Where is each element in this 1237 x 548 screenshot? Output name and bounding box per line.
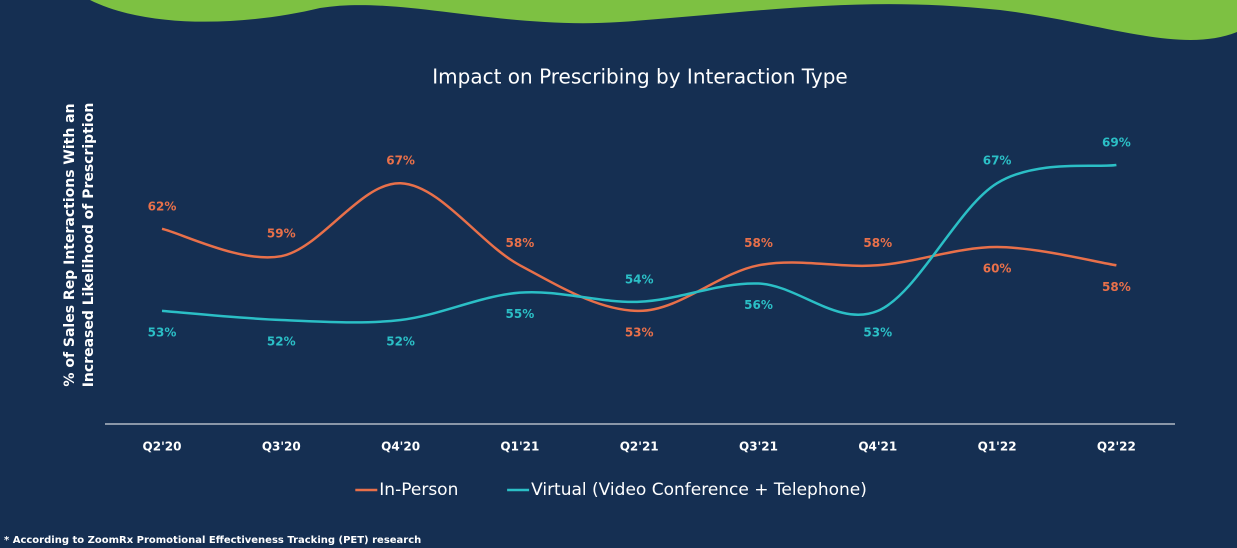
series-line (161, 163, 1117, 324)
value-label: 55% (506, 307, 535, 321)
value-label: 56% (744, 298, 773, 312)
value-label: 62% (148, 199, 177, 213)
x-tick-label: Q1'21 (500, 440, 539, 454)
value-label: 58% (506, 236, 535, 250)
legend-label: In-Person (379, 480, 458, 500)
x-tick-label: Q3'20 (262, 440, 301, 454)
value-label: 58% (1102, 280, 1131, 294)
y-axis-label: % of Sales Rep Interactions With an (62, 103, 78, 386)
x-tick-label: Q2'21 (620, 440, 659, 454)
value-label: 53% (148, 325, 177, 339)
value-label: 53% (625, 325, 654, 339)
x-tick-label: Q4'20 (381, 440, 420, 454)
value-label: 67% (386, 154, 415, 168)
value-label: 53% (863, 325, 892, 339)
x-tick-label: Q4'21 (858, 440, 897, 454)
value-label: 52% (386, 335, 415, 349)
x-tick-label: Q1'22 (978, 440, 1017, 454)
chart-title: Impact on Prescribing by Interaction Typ… (432, 65, 847, 89)
value-label: 69% (1102, 136, 1131, 150)
series-line (161, 181, 1117, 313)
value-label: 58% (863, 236, 892, 250)
value-label: 60% (983, 262, 1012, 276)
value-label: 52% (267, 335, 296, 349)
footnote: * According to ZoomRx Promotional Effect… (4, 535, 421, 546)
decor-wave (90, 0, 1237, 40)
x-tick-label: Q2'20 (143, 440, 182, 454)
value-label: 54% (625, 272, 654, 286)
value-label: 67% (983, 154, 1012, 168)
x-tick-label: Q3'21 (739, 440, 778, 454)
legend-label: Virtual (Video Conference + Telephone) (531, 480, 867, 500)
x-tick-label: Q2'22 (1097, 440, 1136, 454)
value-label: 59% (267, 227, 296, 241)
value-label: 58% (744, 236, 773, 250)
y-axis-label: Increased Likelihood of Prescription (81, 103, 97, 388)
